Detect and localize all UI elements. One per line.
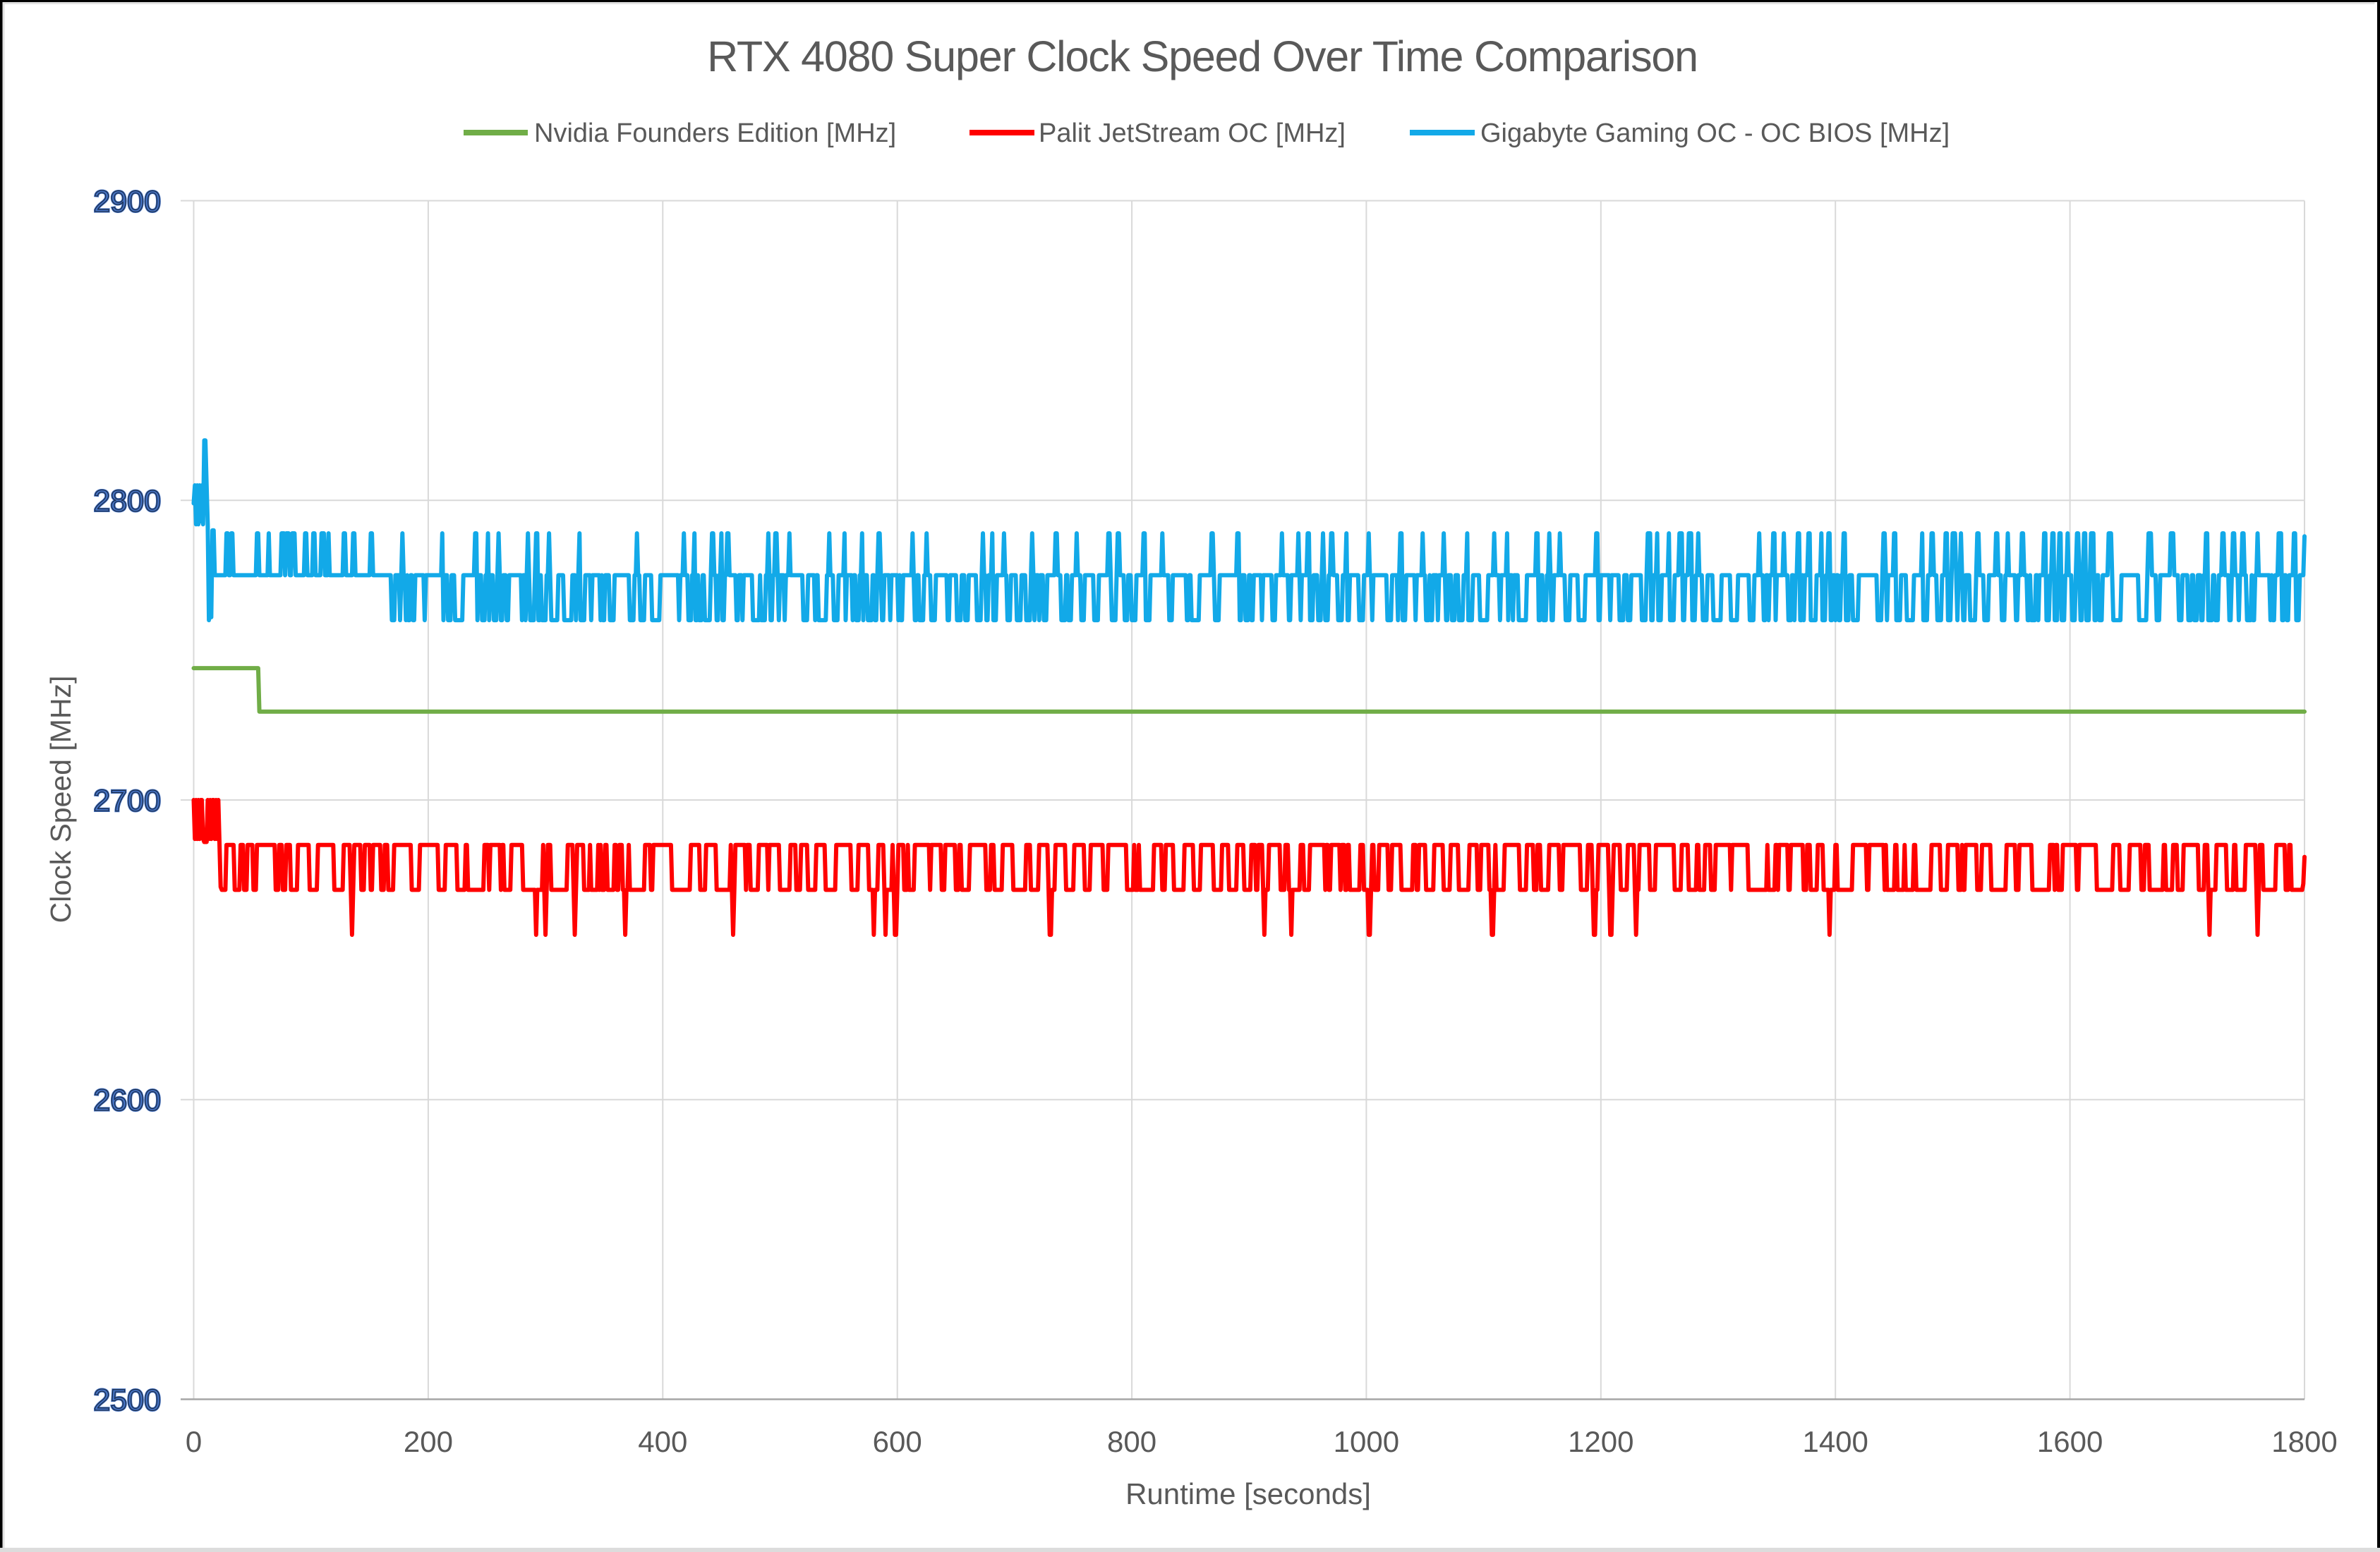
svg-text:400: 400 (638, 1425, 687, 1458)
svg-text:2500: 2500 (93, 1383, 161, 1417)
svg-text:Clock Speed [MHz]: Clock Speed [MHz] (44, 676, 77, 923)
svg-text:800: 800 (1107, 1425, 1156, 1458)
svg-text:1400: 1400 (1802, 1425, 1868, 1458)
svg-text:Palit JetStream OC [MHz]: Palit JetStream OC [MHz] (1039, 119, 1346, 148)
svg-text:2900: 2900 (93, 185, 161, 219)
svg-text:2800: 2800 (93, 485, 161, 519)
svg-text:RTX 4080 Super Clock Speed Ove: RTX 4080 Super Clock Speed Over Time Com… (707, 32, 1698, 80)
svg-text:1200: 1200 (1568, 1425, 1633, 1458)
svg-text:0: 0 (186, 1425, 202, 1458)
svg-text:2900: 2900 (93, 185, 161, 219)
svg-text:2800: 2800 (93, 485, 161, 519)
svg-text:2600: 2600 (93, 1084, 161, 1117)
svg-text:2700: 2700 (93, 784, 161, 818)
svg-text:Gigabyte Gaming OC - OC BIOS [: Gigabyte Gaming OC - OC BIOS [MHz] (1480, 119, 1950, 148)
svg-text:1800: 1800 (2271, 1425, 2337, 1458)
svg-text:2600: 2600 (93, 1084, 161, 1117)
svg-text:600: 600 (873, 1425, 922, 1458)
svg-text:1600: 1600 (2037, 1425, 2103, 1458)
svg-text:Nvidia Founders Edition [MHz]: Nvidia Founders Edition [MHz] (534, 119, 896, 148)
svg-text:1000: 1000 (1334, 1425, 1399, 1458)
svg-text:200: 200 (404, 1425, 453, 1458)
svg-text:Runtime [seconds]: Runtime [seconds] (1125, 1477, 1371, 1510)
svg-text:2700: 2700 (93, 784, 161, 818)
svg-text:2500: 2500 (93, 1383, 161, 1417)
